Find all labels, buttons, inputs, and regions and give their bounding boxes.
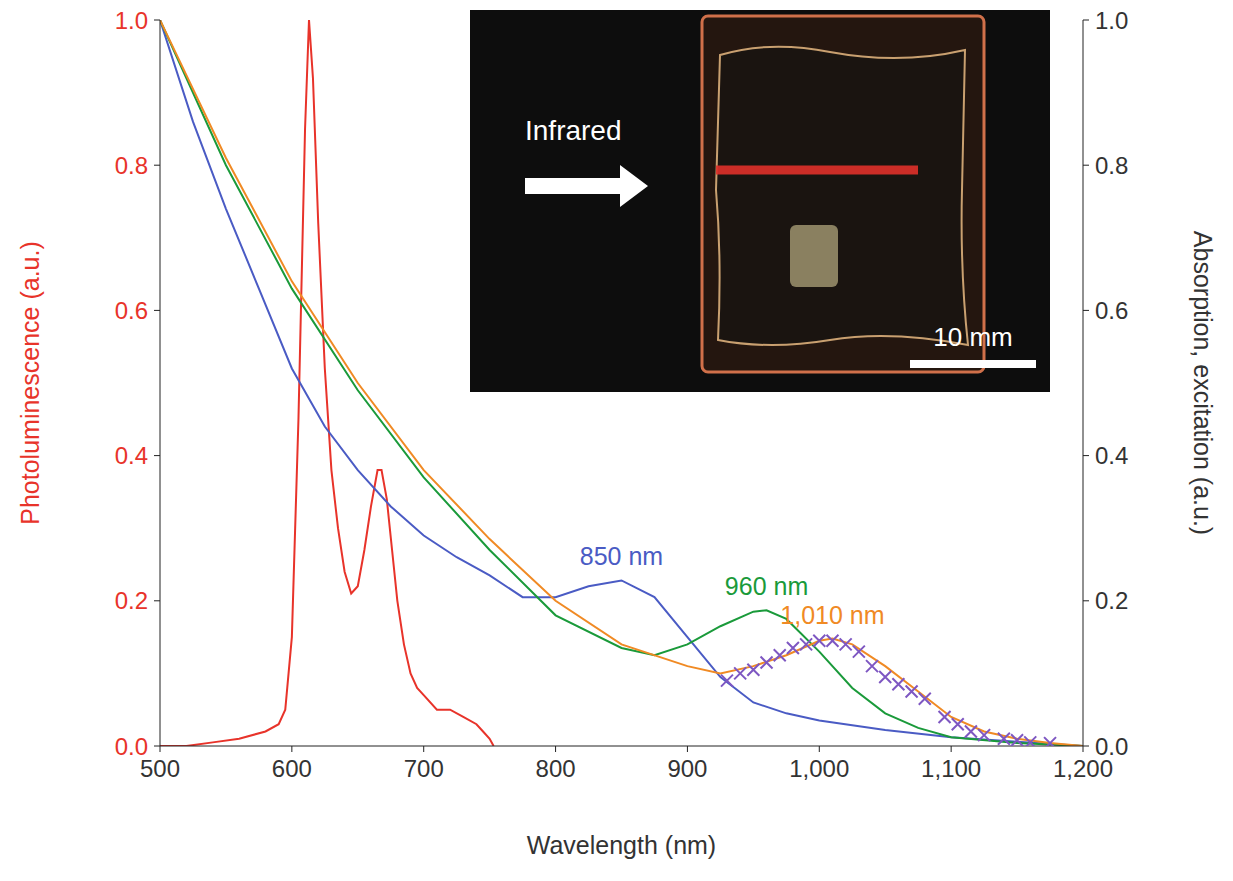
- svg-text:1,200: 1,200: [1053, 755, 1113, 782]
- svg-text:10 mm: 10 mm: [933, 322, 1012, 352]
- svg-text:1.0: 1.0: [115, 7, 148, 34]
- svg-text:900: 900: [667, 755, 707, 782]
- svg-text:700: 700: [404, 755, 444, 782]
- svg-text:Photoluminescence (a.u.): Photoluminescence (a.u.): [16, 241, 44, 524]
- svg-text:Absorption, excitation (a.u.): Absorption, excitation (a.u.): [1189, 231, 1217, 535]
- svg-text:0.4: 0.4: [115, 442, 148, 469]
- svg-text:500: 500: [140, 755, 180, 782]
- svg-text:Wavelength (nm): Wavelength (nm): [527, 831, 716, 859]
- svg-text:1.0: 1.0: [1095, 7, 1128, 34]
- svg-text:1,010 nm: 1,010 nm: [780, 601, 884, 629]
- svg-text:0.2: 0.2: [115, 587, 148, 614]
- svg-text:0.8: 0.8: [1095, 152, 1128, 179]
- svg-text:0.0: 0.0: [115, 733, 148, 760]
- svg-text:0.8: 0.8: [115, 152, 148, 179]
- svg-text:0.6: 0.6: [1095, 297, 1128, 324]
- svg-text:1,000: 1,000: [789, 755, 849, 782]
- svg-text:800: 800: [536, 755, 576, 782]
- svg-text:960 nm: 960 nm: [725, 572, 808, 600]
- svg-text:850 nm: 850 nm: [580, 542, 663, 570]
- svg-text:600: 600: [272, 755, 312, 782]
- svg-text:0.2: 0.2: [1095, 587, 1128, 614]
- svg-text:Infrared: Infrared: [525, 115, 622, 146]
- svg-text:1,100: 1,100: [921, 755, 981, 782]
- svg-text:0.6: 0.6: [115, 297, 148, 324]
- svg-text:0.4: 0.4: [1095, 442, 1128, 469]
- svg-text:0.0: 0.0: [1095, 733, 1128, 760]
